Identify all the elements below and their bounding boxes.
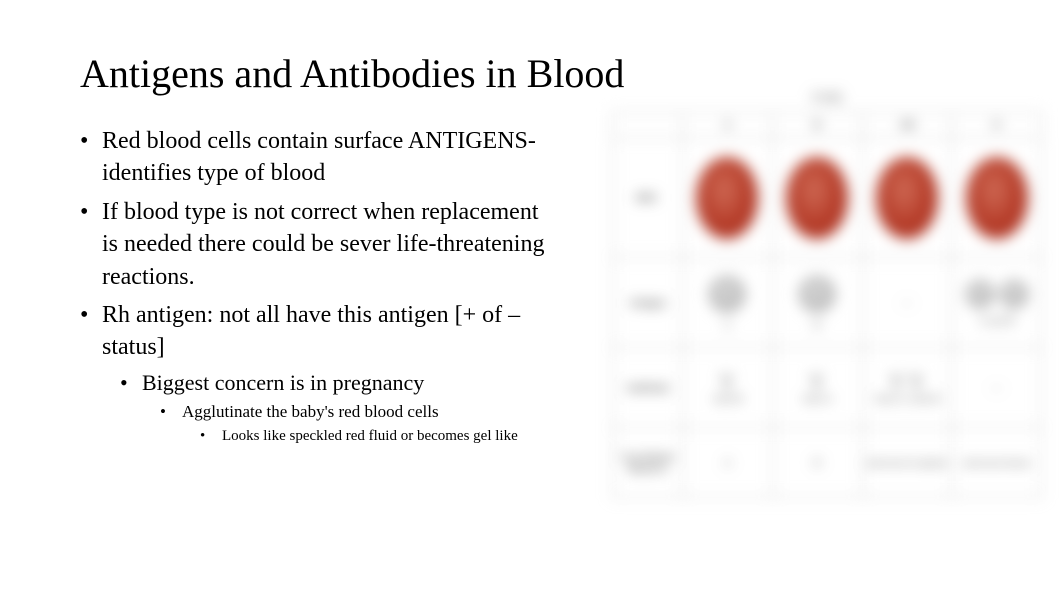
antigen-cell: A	[683, 258, 773, 348]
rbc-cell	[952, 138, 1042, 258]
donate-cell: universal recipient	[862, 428, 952, 498]
antigen-icon	[999, 279, 1029, 309]
bullet-list: Red blood cells contain surface ANTIGENS…	[80, 125, 560, 447]
table-row: Antigen A B — A and B	[613, 258, 1042, 348]
col-header: O	[952, 113, 1042, 138]
antigen-cell: —	[862, 258, 952, 348]
rbc-cell	[862, 138, 952, 258]
slide: Antigens and Antibodies in Blood Red blo…	[0, 0, 1062, 598]
antigen-label: A	[685, 319, 770, 331]
col-header: AB	[862, 113, 952, 138]
antibody-label: Anti-A	[775, 393, 860, 405]
blood-type-chart: TYPE A B AB O RBC Antigen A	[612, 90, 1042, 570]
antigen-icon	[708, 275, 746, 313]
chart-caption: TYPE	[612, 90, 1042, 106]
antibody-icon: Y	[775, 371, 860, 393]
bullet-item: Rh antigen: not all have this antigen [+…	[80, 299, 560, 447]
antigen-icon	[965, 279, 995, 309]
antibody-cell: Y Anti-A	[772, 348, 862, 428]
antigen-cell: B	[772, 258, 862, 348]
rbc-icon	[696, 157, 758, 239]
table-row: Can donate blood to A B universal recipi…	[613, 428, 1042, 498]
antibody-cell: —	[952, 348, 1042, 428]
rbc-icon	[966, 157, 1028, 239]
antibody-label: —	[954, 382, 1039, 394]
table-header-row: A B AB O	[613, 113, 1042, 138]
donate-cell: A	[683, 428, 773, 498]
rbc-icon	[876, 157, 938, 239]
antibody-cell: Y Anti-B	[683, 348, 773, 428]
antibody-cell: Y Y Anti-A, Anti-B	[862, 348, 952, 428]
antigen-cell: A and B	[952, 258, 1042, 348]
bullet-item: Looks like speckled red fluid or becomes…	[200, 426, 560, 446]
antigen-label: B	[775, 319, 860, 331]
antigen-label: —	[865, 297, 950, 309]
antigen-icon	[798, 275, 836, 313]
table-row: Antibody Y Anti-B Y Anti-A Y Y Anti-A, A…	[613, 348, 1042, 428]
rbc-icon	[786, 157, 848, 239]
table-row: RBC	[613, 138, 1042, 258]
row-label: Antibody	[613, 348, 683, 428]
donate-cell: B	[772, 428, 862, 498]
bullet-text: Rh antigen: not all have this antigen [+…	[102, 302, 520, 360]
blood-type-table: A B AB O RBC Antigen A B	[612, 112, 1042, 498]
donate-cell: universal donor	[952, 428, 1042, 498]
row-label: Can donate blood to	[613, 428, 683, 498]
row-label: RBC	[613, 138, 683, 258]
bullet-item: Agglutinate the baby's red blood cells L…	[160, 401, 560, 446]
col-header: B	[772, 113, 862, 138]
bullet-column: Red blood cells contain surface ANTIGENS…	[80, 125, 560, 453]
rbc-cell	[772, 138, 862, 258]
antibody-label: Anti-A, Anti-B	[865, 393, 950, 405]
antigen-icon-pair	[954, 279, 1039, 309]
col-header: A	[683, 113, 773, 138]
antibody-icon: Y	[685, 371, 770, 393]
bullet-text: Biggest concern is in pregnancy	[142, 370, 424, 395]
rbc-cell	[683, 138, 773, 258]
table-corner	[613, 113, 683, 138]
bullet-text: Agglutinate the baby's red blood cells	[182, 402, 439, 421]
bullet-item: If blood type is not correct when replac…	[80, 196, 560, 293]
bullet-item: Biggest concern is in pregnancy Agglutin…	[120, 368, 560, 447]
bullet-item: Red blood cells contain surface ANTIGENS…	[80, 125, 560, 190]
antibody-icon: Y Y	[865, 371, 950, 393]
antibody-label: Anti-B	[685, 393, 770, 405]
antigen-label: A and B	[954, 315, 1039, 327]
row-label: Antigen	[613, 258, 683, 348]
